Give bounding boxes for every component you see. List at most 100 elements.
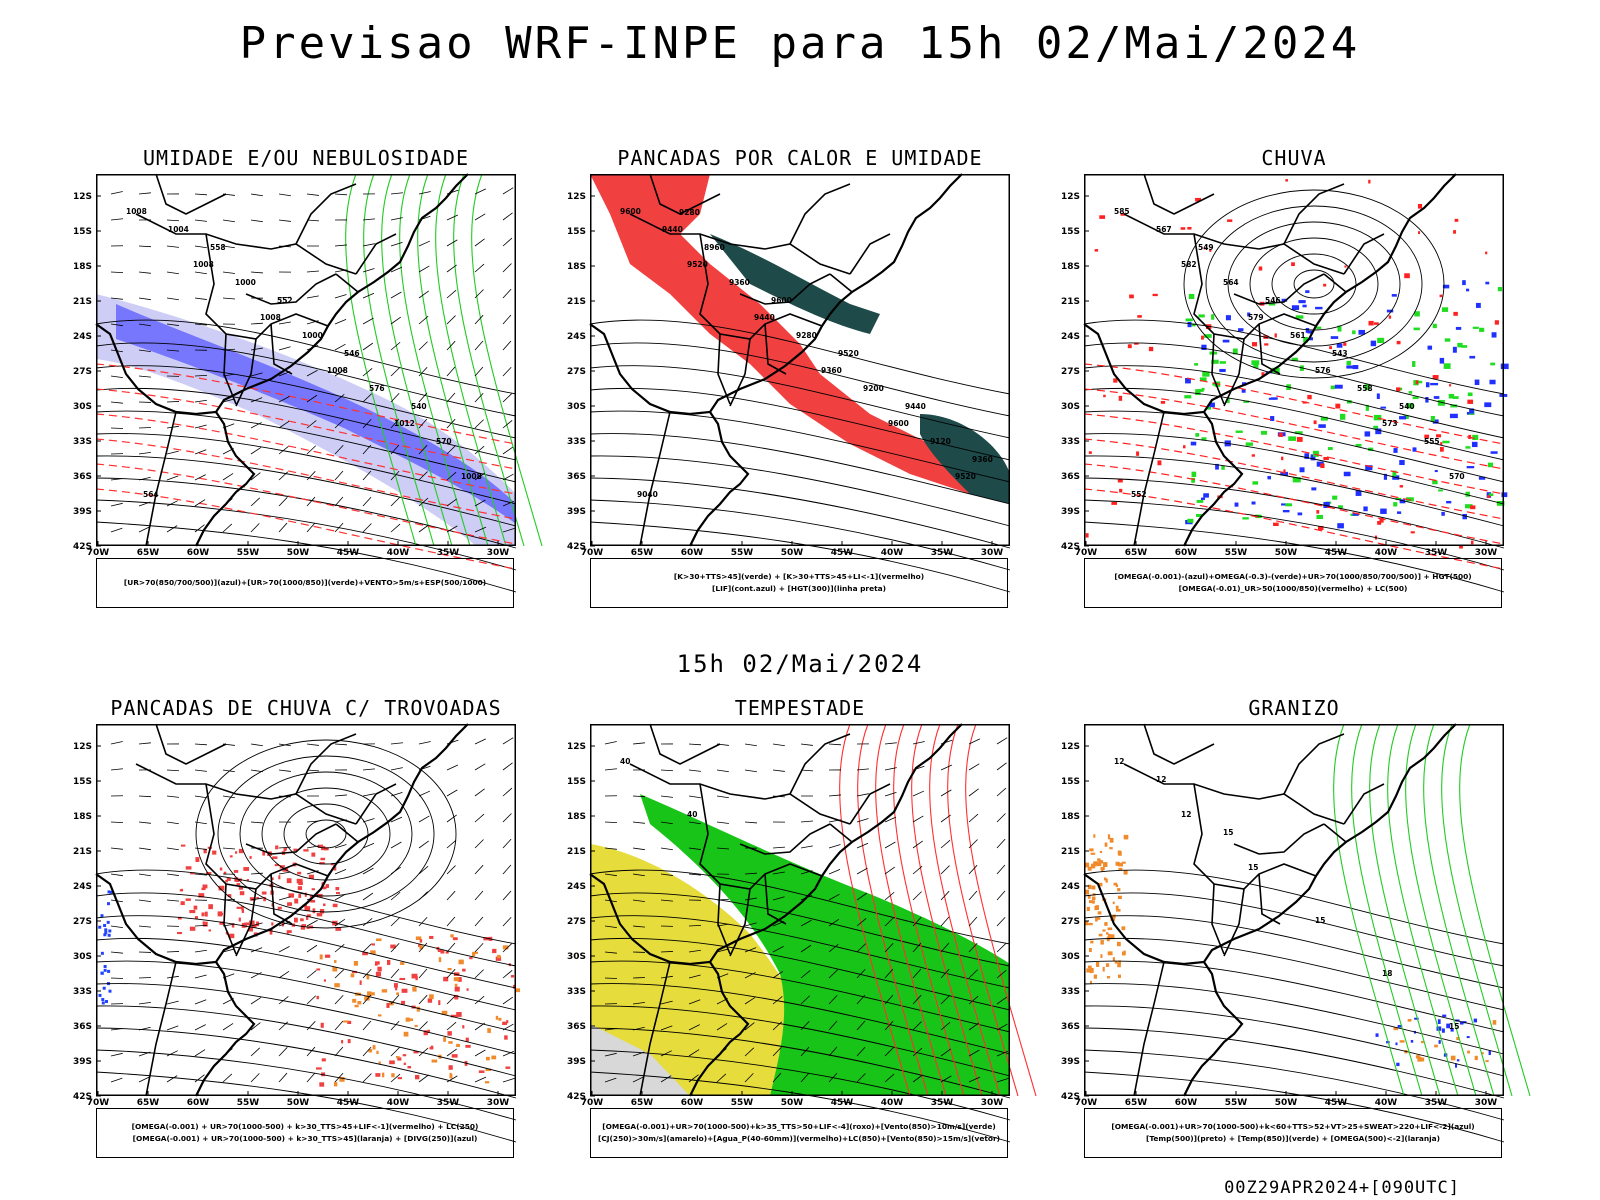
storm-cell	[277, 906, 282, 910]
lat-tick-label: 18S	[73, 262, 92, 272]
wind-arrow	[334, 470, 344, 481]
isoline-dashed	[1083, 363, 1505, 445]
wind-arrow	[334, 419, 344, 429]
wind-arrow	[390, 866, 402, 875]
rain-cell	[1487, 462, 1493, 468]
forecast-map[interactable]: 9600952094409360960095209440936092809200…	[567, 173, 1011, 593]
isoline-dashed	[95, 438, 517, 520]
storm-cell	[296, 878, 303, 884]
storm-cell	[368, 1049, 373, 1053]
storm-cell	[449, 1073, 453, 1079]
rain-cell	[1198, 314, 1205, 318]
lon-tick-label: 60W	[187, 1098, 210, 1108]
lon-tick-label: 35W	[931, 1098, 954, 1108]
storm-cell	[201, 912, 205, 917]
hail-cell	[1399, 1040, 1405, 1043]
lat-tick-label: 15S	[1061, 227, 1080, 237]
wind-arrow	[306, 845, 319, 849]
wind-arrow	[306, 270, 319, 273]
rain-cell	[1268, 302, 1276, 306]
hail-cell	[1088, 947, 1092, 953]
wind-arrow	[716, 847, 729, 850]
storm-cell	[322, 886, 327, 890]
wind-arrow	[194, 323, 207, 326]
rain-cell	[1185, 377, 1191, 384]
hail-cell	[1115, 861, 1120, 866]
forecast-map[interactable]: 121215151815121512S15S18S21S24S27S30S33S…	[1061, 723, 1531, 1143]
storm-cell	[395, 986, 398, 991]
wind-arrow	[828, 743, 842, 746]
isoline	[95, 410, 517, 483]
rain-cell	[1346, 400, 1352, 404]
wind-arrow	[278, 396, 290, 403]
wind-arrow	[166, 401, 180, 403]
storm-cell	[515, 988, 521, 993]
wind-arrow	[884, 968, 894, 979]
lon-tick-label: 55W	[731, 548, 754, 558]
wind-arrow	[390, 1073, 401, 1083]
wind-arrow	[446, 942, 456, 953]
wind-arrow	[446, 315, 456, 325]
rain-cell	[1209, 248, 1212, 252]
wind-arrow	[334, 244, 347, 247]
country-border	[1343, 233, 1385, 275]
rain-cell	[1296, 436, 1303, 442]
storm-cell	[246, 879, 249, 882]
lat-tick-label: 30S	[73, 402, 92, 412]
wind-arrow	[222, 1023, 234, 1031]
storm-cell	[241, 905, 244, 911]
panel-chuva: CHUVA 585 582 579 576 573 570 567 564 561 558 555 5…	[1056, 146, 1526, 626]
rain-cell	[1376, 393, 1380, 400]
contour-label: 564	[1223, 278, 1239, 287]
wind-arrow	[138, 847, 151, 851]
storm-cell	[202, 884, 208, 889]
wind-arrow	[278, 219, 291, 222]
rain-cell	[1297, 512, 1303, 516]
forecast-map[interactable]: 5855825795765735705675645615585555525495…	[1061, 173, 1509, 593]
lat-tick-label: 15S	[567, 777, 586, 787]
wind-arrow	[138, 271, 151, 274]
isoline	[95, 455, 517, 527]
storm-cell	[448, 1065, 453, 1070]
storm-cell	[466, 988, 469, 991]
isoline	[283, 803, 369, 865]
rain-cell	[1448, 393, 1455, 399]
wind-arrow	[744, 743, 757, 747]
storm-cell	[419, 945, 423, 950]
rain-cell	[1273, 522, 1279, 526]
lon-tick-label: 60W	[187, 548, 210, 558]
wind-arrow	[362, 968, 372, 979]
hail-cell	[1098, 933, 1103, 937]
rain-cell	[1209, 402, 1215, 408]
lat-tick-label: 42S	[567, 1092, 586, 1102]
forecast-map[interactable]: 1008100810081008101210081004100010005765…	[73, 173, 543, 593]
wind-arrow	[418, 741, 431, 745]
wind-arrow	[194, 219, 207, 222]
wind-arrow	[194, 524, 205, 533]
storm-cell	[362, 952, 368, 956]
contour-label: 555	[1424, 437, 1440, 446]
wind-arrow	[502, 1078, 515, 1083]
wind-arrow	[604, 1028, 617, 1031]
lat-tick-label: 15S	[1061, 777, 1080, 787]
country-border	[335, 273, 359, 293]
wind-arrow	[446, 214, 459, 221]
wind-arrow	[660, 951, 674, 953]
wind-arrow	[800, 1021, 810, 1031]
wind-arrow	[856, 793, 869, 797]
wind-arrow	[334, 969, 344, 979]
rain-cell	[1377, 521, 1382, 525]
storm-cell	[297, 871, 302, 875]
forecast-map[interactable]: 404012S15S18S21S24S27S30S33S36S39S42S70W…	[567, 723, 1037, 1143]
storm-cell	[403, 1031, 409, 1037]
rain-cell	[1251, 342, 1258, 347]
contour-label: 9440	[662, 225, 683, 234]
wind-arrow	[222, 473, 234, 481]
wind-arrow	[884, 1047, 894, 1057]
rain-cell	[1317, 526, 1324, 531]
rain-cell	[1327, 447, 1333, 450]
lon-tick-label: 60W	[1175, 1098, 1198, 1108]
rain-cell	[1211, 359, 1219, 364]
wind-arrow	[828, 868, 841, 875]
